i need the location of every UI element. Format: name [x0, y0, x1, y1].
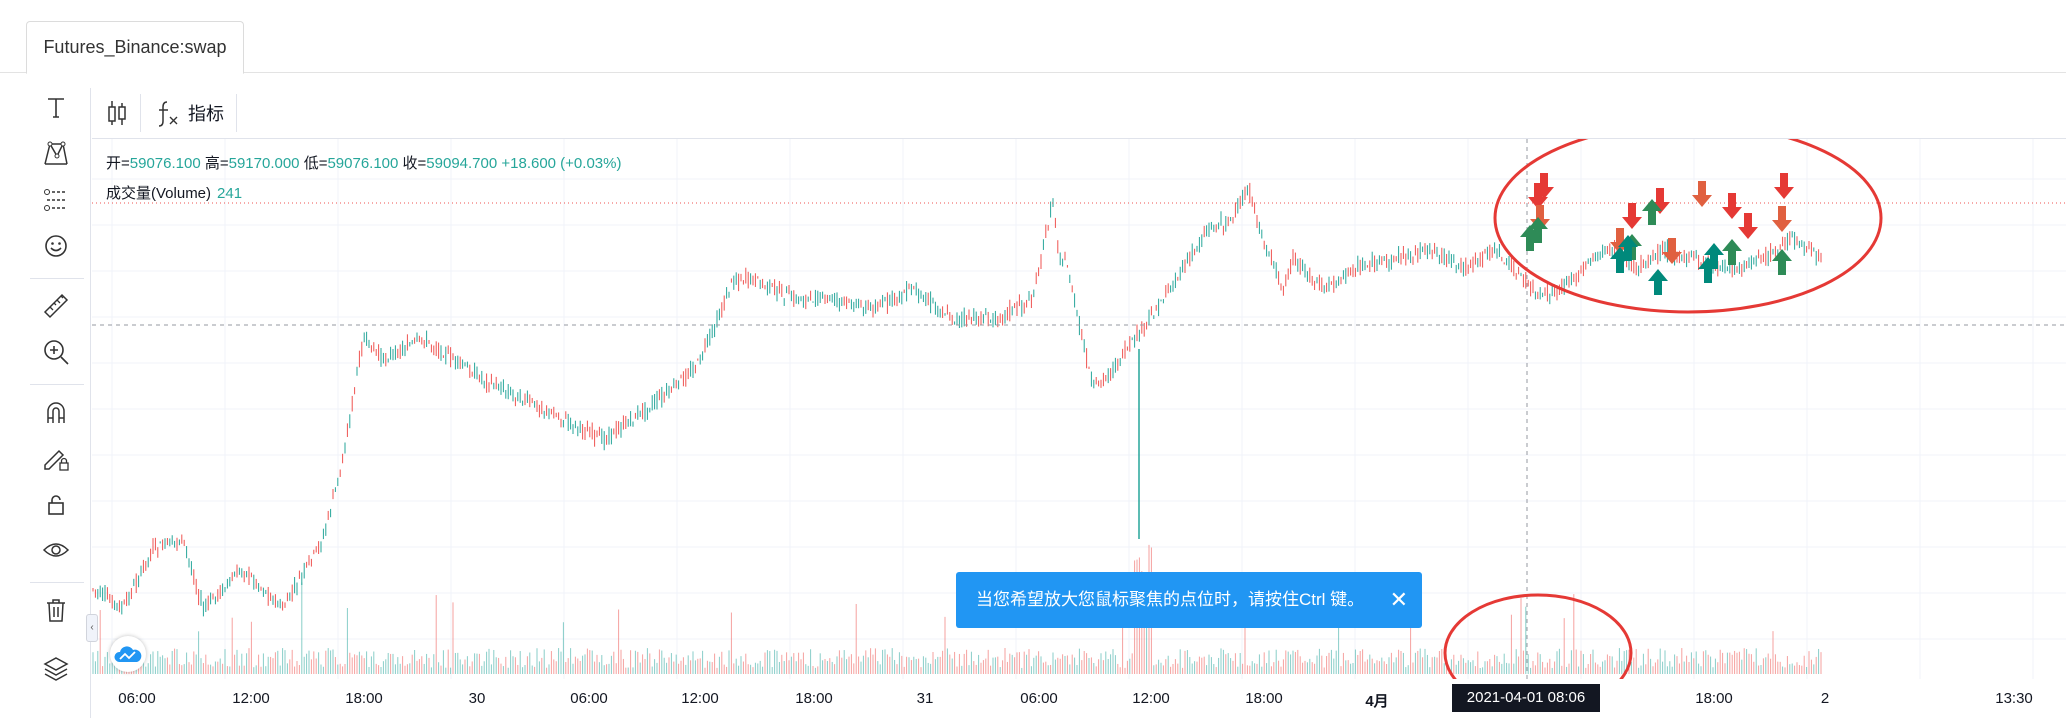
indicators-button[interactable]: 指标	[156, 88, 224, 138]
close-icon[interactable]: ✕	[1389, 587, 1408, 612]
remove-drawings-button[interactable]	[36, 590, 76, 630]
object-tree-button[interactable]	[36, 648, 76, 688]
annotation-ellipse	[1443, 593, 1633, 679]
buy-arrow	[1722, 239, 1742, 265]
collapse-toolbar-button[interactable]: ‹	[86, 614, 98, 642]
cloud-logo-icon	[114, 646, 142, 662]
buy-arrow	[1618, 235, 1638, 261]
zoom-in-icon	[44, 340, 69, 365]
buy-arrow	[1528, 217, 1548, 243]
sell-arrow	[1774, 173, 1794, 199]
toolbar-divider	[30, 582, 84, 583]
sell-arrow	[1534, 173, 1554, 199]
lock-drawing-tool-button[interactable]	[36, 438, 76, 478]
crosshair-time-label: 2021-04-01 08:06	[1452, 684, 1600, 712]
sell-arrow	[1772, 206, 1792, 232]
tab-futures-binance-swap[interactable]: Futures_Binance:swap	[26, 21, 244, 74]
fx-icon	[158, 101, 178, 127]
volume-value: 241	[217, 185, 243, 202]
time-axis-tick: 18:00	[1695, 690, 1733, 707]
text-icon	[48, 98, 64, 118]
layers-icon	[43, 657, 69, 681]
sell-arrow	[1622, 203, 1642, 229]
ruler-tool-button[interactable]	[36, 286, 76, 326]
lock-icon	[48, 495, 64, 515]
time-axis-tick: 12:00	[232, 690, 270, 707]
eye-icon	[42, 543, 70, 557]
high-label: 高=	[204, 155, 229, 172]
pattern-icon	[44, 141, 68, 165]
time-axis-tick: 31	[916, 690, 934, 707]
fib-tool-button[interactable]	[36, 180, 76, 220]
volume-legend: 成交量(Volume) 241	[106, 182, 242, 203]
volume-label: 成交量(Volume)	[106, 185, 212, 202]
visibility-tool-button[interactable]	[36, 530, 76, 570]
trash-icon	[47, 599, 65, 622]
buy-arrow	[1648, 269, 1668, 295]
lock-tool-button[interactable]	[36, 484, 76, 524]
toast-message: 当您希望放大您鼠标聚焦的点位时，请按住Ctrl 键。	[976, 590, 1365, 609]
open-value: 59076.100	[129, 155, 201, 172]
time-axis-tick: 12:00	[681, 690, 719, 707]
time-axis-tick: 2	[1820, 690, 1830, 707]
ruler-icon	[43, 293, 69, 319]
lock-drawing-icon	[44, 449, 69, 471]
fib-icon	[44, 189, 67, 211]
magnet-icon	[47, 402, 65, 423]
time-axis-tick: 18:00	[345, 690, 383, 707]
sell-arrow	[1722, 193, 1742, 219]
toolbar-divider	[140, 94, 141, 132]
left-drawing-toolbar	[26, 88, 91, 718]
close-label: 收=	[402, 155, 427, 172]
sell-arrow	[1528, 183, 1548, 209]
sell-arrow	[1692, 181, 1712, 207]
time-axis-tick: 06:00	[1020, 690, 1058, 707]
pattern-tool-button[interactable]	[36, 134, 76, 174]
zoom-hint-toast: 当您希望放大您鼠标聚焦的点位时，请按住Ctrl 键。 ✕	[956, 572, 1422, 628]
tab-bar: Futures_Binance:swap	[0, 0, 2066, 74]
toolbar-divider	[236, 94, 237, 132]
buy-arrow	[1520, 225, 1540, 251]
high-value: 59170.000	[228, 155, 300, 172]
time-axis-tick: 18:00	[1245, 690, 1283, 707]
sell-arrow	[1738, 213, 1758, 239]
toolbar-divider	[30, 384, 84, 385]
ohlc-legend: 开=59076.100 高=59170.000 低=59076.100 收=59…	[106, 152, 621, 173]
magnet-tool-button[interactable]	[36, 392, 76, 432]
time-axis-tick: 12:00	[1132, 690, 1170, 707]
annotation-ellipse	[1493, 139, 1883, 314]
time-axis-tick: 18:00	[795, 690, 833, 707]
time-axis-tick: 4月	[1365, 693, 1389, 710]
close-value: 59094.700	[426, 155, 498, 172]
emoji-icon	[45, 235, 67, 257]
time-axis-tick: 06:00	[118, 690, 156, 707]
chart-logo-button[interactable]	[110, 636, 146, 672]
buy-arrow	[1704, 243, 1724, 269]
toolbar-divider	[30, 278, 84, 279]
time-axis-tick: 13:30	[1995, 690, 2033, 707]
text-tool-button[interactable]	[36, 88, 76, 128]
top-toolbar: 指标	[92, 88, 2066, 139]
sell-arrow	[1662, 238, 1682, 264]
open-label: 开=	[106, 155, 130, 172]
indicators-label: 指标	[188, 104, 224, 124]
buy-arrow	[1642, 199, 1662, 225]
time-axis-tick: 30	[468, 690, 486, 707]
change-value: +18.600 (+0.03%)	[501, 155, 622, 172]
time-axis-tick: 06:00	[570, 690, 608, 707]
price-chart[interactable]	[92, 139, 2066, 679]
buy-arrow	[1772, 249, 1792, 275]
zoom-in-tool-button[interactable]	[36, 332, 76, 372]
candles-icon	[108, 101, 126, 125]
chart-type-button[interactable]	[106, 88, 128, 138]
emoji-tool-button[interactable]	[36, 226, 76, 266]
low-label: 低=	[303, 155, 328, 172]
low-value: 59076.100	[327, 155, 399, 172]
